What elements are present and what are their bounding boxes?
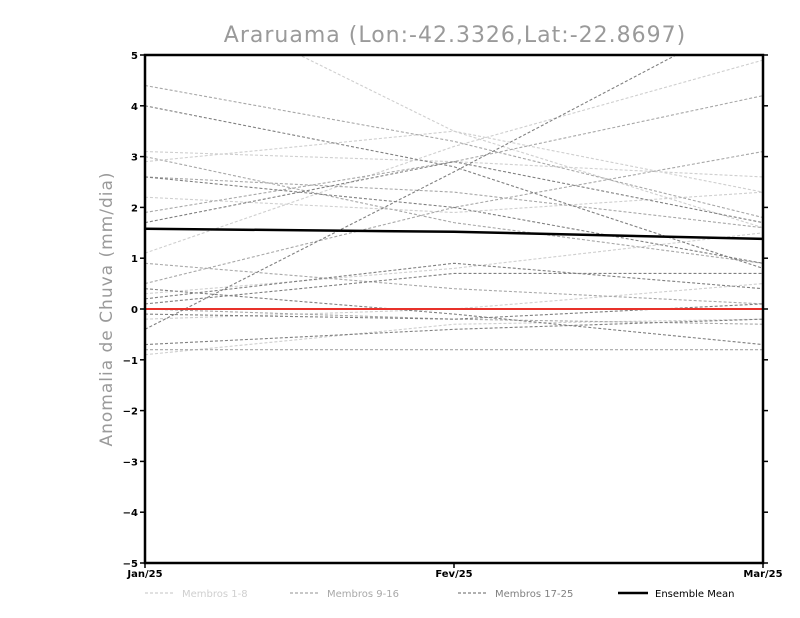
member-line-g3-7 [145, 318, 763, 346]
member-line-g3-6 [145, 272, 763, 305]
series-layer [145, 55, 763, 356]
member-line-g3-8 [145, 288, 763, 346]
x-tick-label: Fev/25 [435, 569, 472, 580]
y-axis-label: Anomalia de Chuva (mm/dia) [97, 171, 117, 446]
member-line-g2-3 [145, 150, 763, 285]
y-tick-label: −4 [123, 508, 138, 519]
member-line-g1-3 [298, 55, 763, 229]
legend-label: Membros 17-25 [495, 589, 573, 600]
member-line-g3-4 [145, 176, 763, 264]
y-tick-label: 4 [131, 102, 138, 113]
legend: Membros 1-8 Membros 9-16 Membros 17-25 Ense… [145, 589, 734, 600]
y-tick-label: 3 [131, 153, 138, 164]
member-line-g1-6 [145, 191, 763, 214]
member-line-g3-3 [145, 161, 763, 224]
member-line-g1-4 [145, 283, 763, 320]
member-line-g2-5 [145, 176, 763, 229]
chart-title: Araruama (Lon:-42.3326,Lat:-22.8697) [224, 23, 686, 48]
y-tick-label: −1 [123, 356, 138, 367]
member-line-g2-6 [145, 262, 763, 305]
member-line-g2-4 [145, 156, 763, 264]
y-tick-label: 1 [131, 254, 138, 265]
legend-label: Membros 9-16 [327, 589, 399, 600]
y-tick-label: −3 [123, 457, 138, 468]
y-tick-label: 0 [131, 305, 138, 316]
member-line-g1-1 [145, 130, 763, 193]
member-line-g2-1 [145, 84, 763, 219]
member-line-g3-1 [145, 55, 678, 330]
y-tick-label: −5 [123, 559, 138, 570]
member-line-g3-5 [145, 262, 763, 300]
member-line-g3-2 [145, 105, 763, 269]
x-tick-label: Mar/25 [743, 569, 782, 580]
y-tick-label: 5 [131, 51, 138, 62]
member-line-g1-5 [145, 232, 763, 295]
member-line-g1-8 [145, 150, 763, 178]
ensemble-mean-line [145, 227, 763, 241]
member-line-g1-2 [145, 59, 763, 254]
legend-label: Ensemble Mean [655, 589, 734, 600]
plot-area: −5 −4 −3 −2 −1 0 1 2 3 4 5 Jan/25 Fev/25 Mar/25 [123, 51, 783, 580]
y-tick-label: 2 [131, 203, 138, 214]
x-tick-label: Jan/25 [126, 569, 162, 580]
member-line-g1-7 [145, 318, 763, 356]
legend-label: Membros 1-8 [182, 589, 248, 600]
y-tick-label: −2 [123, 407, 138, 418]
